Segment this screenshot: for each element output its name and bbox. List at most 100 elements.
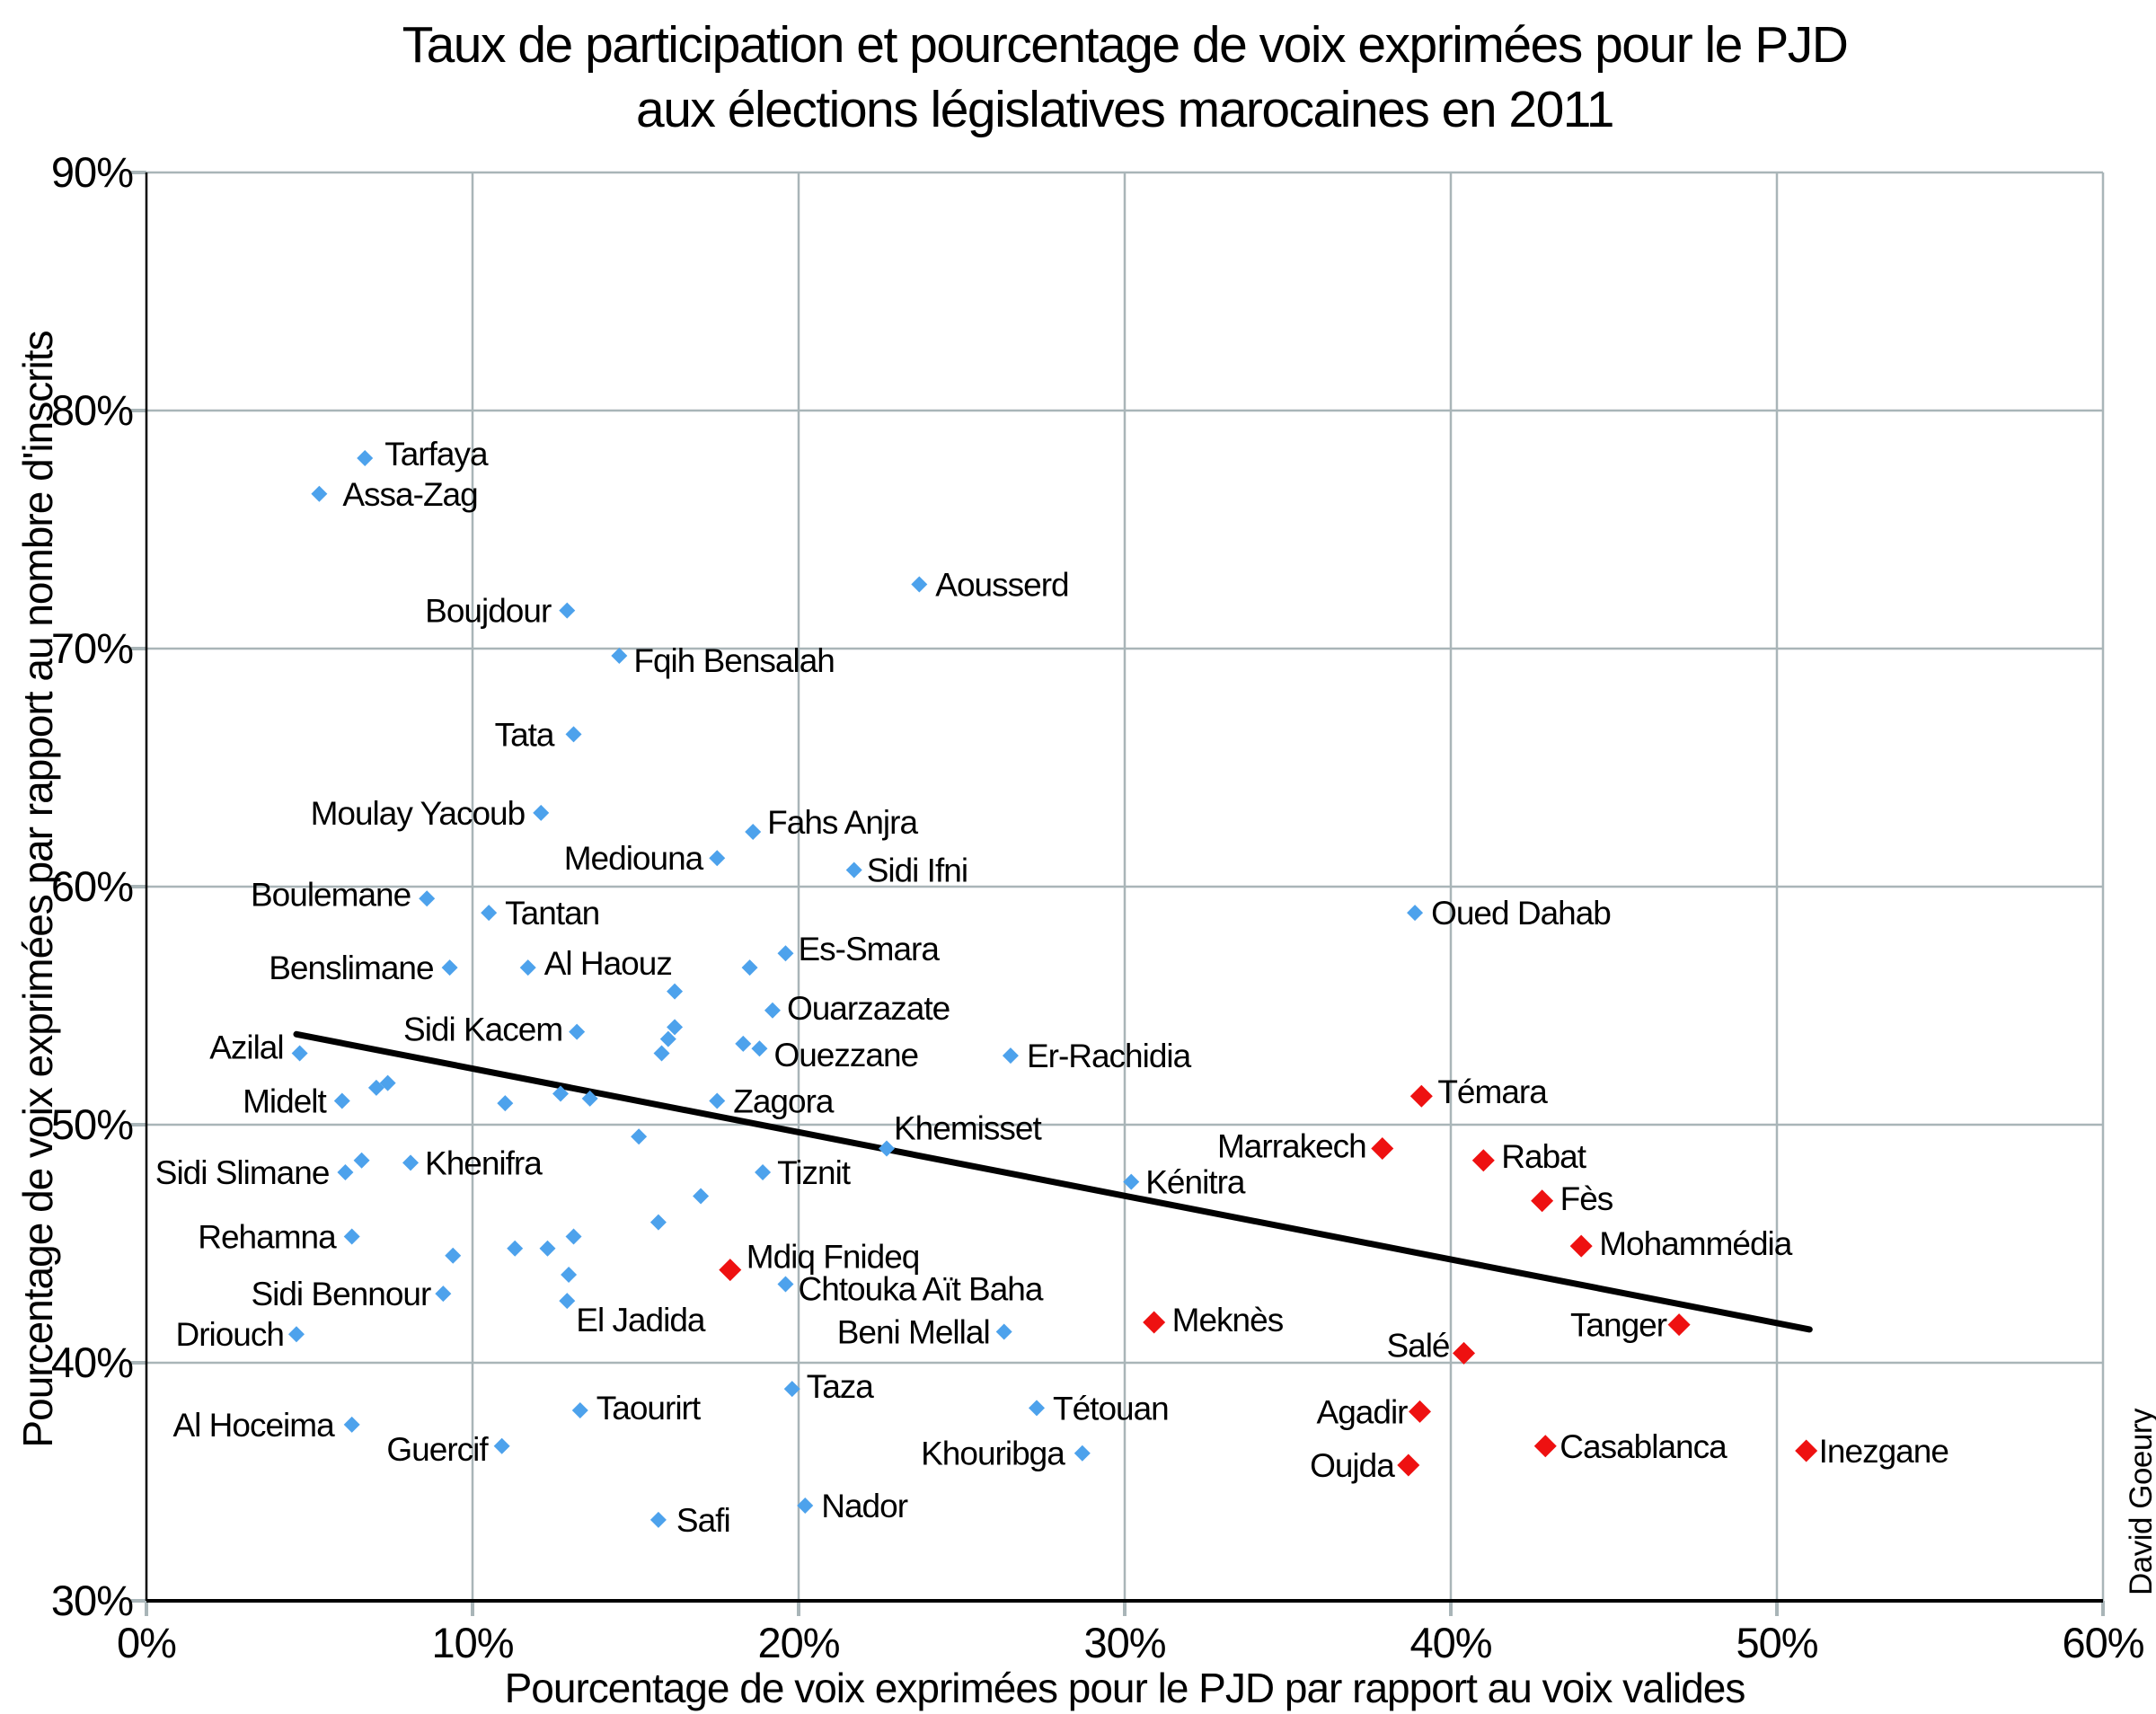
point-label-tanger: Tanger [1570,1307,1667,1344]
data-point-khouribga [1074,1445,1091,1462]
data-point-zagora [709,1092,726,1109]
x-tick-label: 60% [2062,1619,2143,1666]
data-point-te-mara [1409,1084,1433,1108]
data-point-inezgane [1795,1439,1818,1462]
data-point-unlabeled [649,1214,667,1231]
data-point-unlabeled [741,959,758,976]
data-point-driouch [287,1326,305,1343]
data-point-unlabeled [667,1019,684,1036]
point-label-marrakech: Marrakech [1217,1128,1366,1165]
data-point-al-hoceima [343,1416,360,1433]
point-label-moulay-yacoub: Moulay Yacoub [311,795,526,832]
data-point-unlabeled [693,1188,710,1205]
chart-title: Taux de participation et pourcentage de … [146,13,2103,142]
data-point-fe-s [1531,1189,1554,1213]
point-label-al-haouz: Al Haouz [544,945,672,982]
data-point-khemisset [879,1140,896,1157]
data-point-mekne-s [1143,1311,1166,1334]
point-label-beni-mellal: Beni Mellal [837,1314,990,1351]
data-point-boujdour [559,602,576,619]
point-label-sidi-ifni: Sidi Ifni [867,852,968,888]
data-point-azilal [291,1045,308,1062]
data-point-rabat [1471,1149,1495,1172]
y-tick-label: 70% [51,624,133,672]
data-point-mdiq-fnideq [719,1259,742,1282]
data-point-es-smara [777,945,794,962]
point-label-zagora: Zagora [733,1083,835,1120]
point-label-azilal: Azilal [209,1029,283,1066]
data-point-te-touan [1028,1400,1045,1417]
data-point-unlabeled [497,1095,514,1112]
chart-title-line2: aux élections législatives marocaines en… [636,81,1614,138]
point-label-tata: Tata [495,716,555,753]
x-axis-title: Pourcentage de voix exprimées pour le PJ… [504,1665,1746,1711]
data-point-unlabeled [565,1228,582,1245]
trend-line [293,1030,1813,1333]
data-point-midelt [333,1092,350,1109]
y-tick-label: 50% [51,1100,133,1148]
data-point-el-jadida [559,1293,576,1310]
data-point-tanger [1667,1313,1691,1337]
data-point-unlabeled [539,1240,556,1257]
data-point-marrakech [1371,1137,1394,1160]
point-label-fe-s: Fès [1560,1180,1613,1217]
data-point-moulay-yacoub [533,804,550,821]
y-tick-label: 40% [51,1339,133,1386]
data-point-al-haouz [519,959,536,976]
data-point-unlabeled [735,1035,752,1052]
data-point-khenifra [402,1154,420,1171]
data-point-unlabeled [561,1266,578,1283]
data-point-sidi-ifni [845,861,862,879]
point-label-tarfaya: Tarfaya [384,436,489,473]
y-tick-label: 60% [51,862,133,910]
data-point-unlabeled [367,1079,384,1096]
point-label-ouarzazate: Ouarzazate [787,990,950,1027]
point-label-taza: Taza [807,1368,875,1405]
data-point-unlabeled [507,1240,524,1257]
point-label-sidi-kacem: Sidi Kacem [403,1012,562,1048]
x-tick-label: 20% [757,1619,839,1666]
point-label-assa-zag: Assa-Zag [342,476,477,513]
data-point-ke-nitra [1123,1173,1140,1190]
point-label-chtouka-ai-t-baha: Chtouka Aït Baha [798,1271,1043,1308]
data-point-ouarzazate [764,1002,781,1019]
point-label-benslimane: Benslimane [269,950,433,986]
data-point-taourirt [571,1402,588,1418]
data-point-unlabeled [353,1152,370,1169]
point-label-agadir: Agadir [1317,1393,1409,1430]
point-label-aousserd: Aousserd [935,566,1068,603]
point-label-el-jadida: El Jadida [576,1302,706,1339]
data-point-aousserd [911,576,928,593]
x-tick-label: 40% [1409,1619,1491,1666]
data-point-fahs-anjra [745,824,762,841]
point-label-mekne-s: Meknès [1172,1302,1284,1339]
data-point-unlabeled [445,1247,462,1264]
x-tick-label: 0% [117,1619,176,1666]
point-label-boujdour: Boujdour [425,593,552,630]
data-point-ouezzane [751,1040,768,1057]
data-point-guercif [493,1437,510,1454]
point-label-sale: Salé [1386,1327,1449,1364]
point-label-casablanca: Casablanca [1560,1428,1727,1465]
point-label-te-mara: Témara [1437,1073,1548,1110]
data-point-tata [565,726,582,743]
point-label-rehamna: Rehamna [198,1219,337,1256]
x-tick-label: 30% [1083,1619,1165,1666]
point-label-taourirt: Taourirt [596,1390,702,1427]
point-label-mdiq-fnideq: Mdiq Fnideq [747,1239,920,1276]
point-label-fahs-anjra: Fahs Anjra [767,804,918,841]
data-point-unlabeled [581,1090,598,1107]
data-point-chtouka-ai-t-baha [777,1276,794,1293]
point-label-mediouna: Mediouna [564,840,704,877]
data-point-unlabeled [552,1085,570,1102]
point-label-boulemane: Boulemane [251,876,411,913]
data-point-tantan [481,905,498,922]
data-point-oujda [1397,1453,1420,1477]
data-point-unlabeled [653,1045,670,1062]
data-point-sale [1453,1341,1476,1365]
y-tick-label: 30% [51,1577,133,1624]
point-label-ke-nitra: Kénitra [1145,1164,1246,1201]
data-point-unlabeled [631,1128,648,1145]
